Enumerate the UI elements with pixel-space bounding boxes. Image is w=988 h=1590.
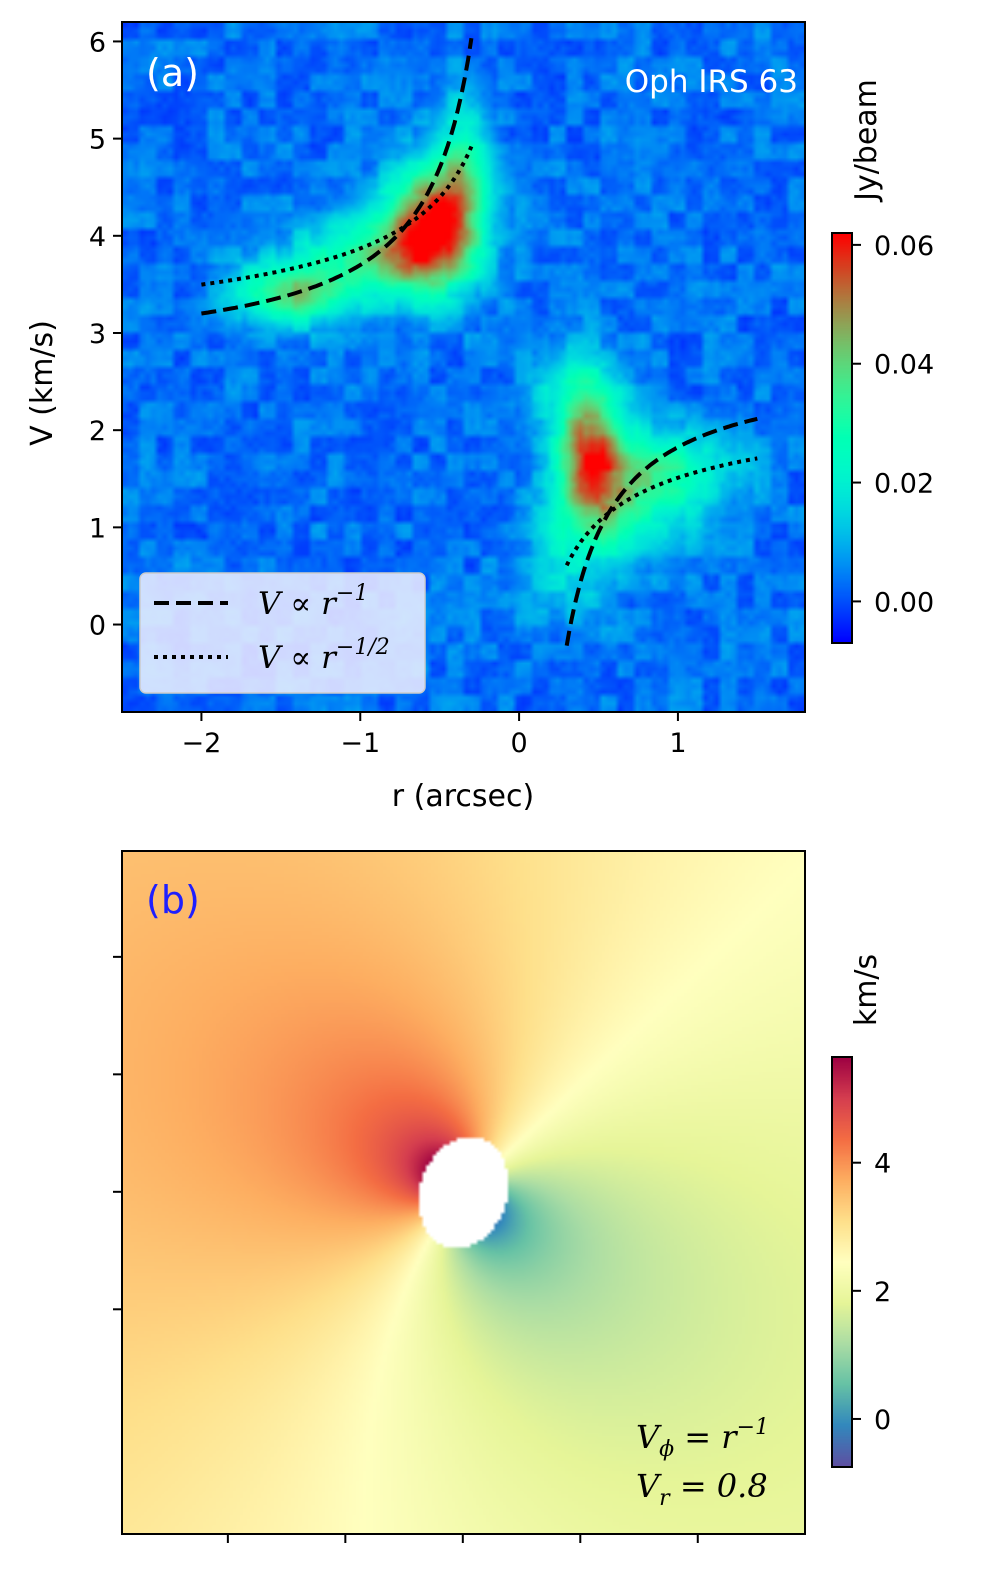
- panel-a-colorbar-frame: [831, 232, 853, 644]
- panel-a-x-axis: −2 −1 0 1: [182, 712, 687, 759]
- panel-b-heatmap-image: [122, 851, 805, 1534]
- fit-curve-dotted-right: [564, 456, 758, 567]
- panel-b-colorbar-label: km/s: [849, 954, 884, 1026]
- panel-b-colorbar-frame: [831, 1056, 853, 1468]
- panel-a-y-axis-label: V (km/s): [25, 320, 60, 446]
- panel-a-frame: [121, 21, 806, 713]
- colorbar-a-tick-label: 0.00: [874, 587, 934, 618]
- panel-a-title: Oph IRS 63: [625, 64, 798, 100]
- y-tick-label: 5: [89, 125, 106, 156]
- legend-dotted-label: V ∝ r−1/2: [258, 635, 390, 676]
- panel-a-label: (a): [146, 51, 199, 95]
- y-tick-label: 4: [89, 222, 106, 253]
- fit-curve-dashed-left: [201, 37, 474, 316]
- panel-b-label: (b): [146, 878, 200, 922]
- annotation-vr: Vr = 0.8: [636, 1467, 768, 1511]
- panel-a-x-axis-label: r (arcsec): [392, 779, 534, 814]
- panel-b-axis-ticks: [113, 955, 699, 1543]
- x-tick-label: −2: [182, 728, 222, 759]
- colorbar-b-tick-label: 4: [874, 1149, 891, 1180]
- colorbar-b-tick-label: 2: [874, 1277, 891, 1308]
- y-tick-label: 0: [89, 611, 106, 642]
- panel-a-colorbar-label: Jy/beam: [849, 79, 884, 203]
- panel-a-colorbar: 0.00 0.02 0.04 0.06 Jy/beam: [831, 79, 934, 644]
- y-tick-label: 2: [89, 416, 106, 447]
- x-tick-label: 1: [669, 728, 686, 759]
- colorbar-a-tick-label: 0.04: [874, 350, 934, 381]
- x-tick-label: −1: [340, 728, 380, 759]
- panel-a-colorbar-gradient: [832, 233, 852, 643]
- fit-curve-dashed-right: [564, 416, 758, 646]
- legend-dashed-label: V ∝ r−1: [258, 581, 368, 622]
- fit-curve-dotted-left: [201, 145, 474, 287]
- y-tick-label: 3: [89, 319, 106, 350]
- panel-b-colorbar-gradient: [832, 1057, 852, 1467]
- panel-a-fit-curves: [201, 37, 758, 646]
- colorbar-a-tick-label: 0.06: [874, 231, 934, 262]
- panel-a-colorbar-ticks: 0.00 0.02 0.04 0.06: [852, 231, 934, 618]
- panel-a-pv-diagram: (a) Oph IRS 63 −2 −1 0 1 0 1 2 3 4 5 6 r (arcsec)…: [25, 21, 934, 814]
- y-tick-label: 6: [89, 27, 106, 58]
- y-tick-label: 1: [89, 513, 106, 544]
- panel-b-colorbar: 0 2 4 km/s: [831, 954, 891, 1468]
- panel-a-legend: V ∝ r−1 V ∝ r−1/2: [139, 572, 426, 694]
- panel-b-annotation: Vϕ = r−1 Vr = 0.8: [636, 1415, 769, 1511]
- x-tick-label: 0: [510, 728, 527, 759]
- colorbar-b-tick-label: 0: [874, 1405, 891, 1436]
- annotation-vphi: Vϕ = r−1: [636, 1415, 769, 1462]
- panel-a-y-axis: 0 1 2 3 4 5 6: [89, 27, 122, 642]
- panel-b-velocity-model: (b) Vϕ = r−1 Vr = 0.8 0 2 4 km/s: [113, 850, 891, 1543]
- panel-b-colorbar-ticks: 0 2 4: [852, 1149, 891, 1436]
- colorbar-a-tick-label: 0.02: [874, 469, 934, 500]
